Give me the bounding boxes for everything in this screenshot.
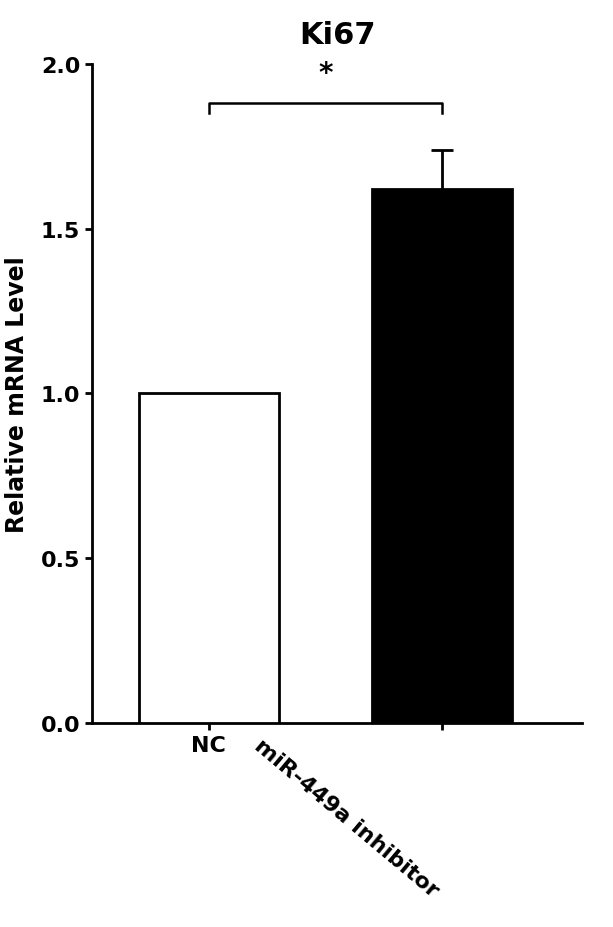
- Title: Ki67: Ki67: [299, 21, 375, 50]
- Y-axis label: Relative mRNA Level: Relative mRNA Level: [6, 256, 29, 532]
- Bar: [139, 394, 279, 723]
- Text: *: *: [318, 60, 333, 88]
- Bar: [372, 190, 512, 723]
